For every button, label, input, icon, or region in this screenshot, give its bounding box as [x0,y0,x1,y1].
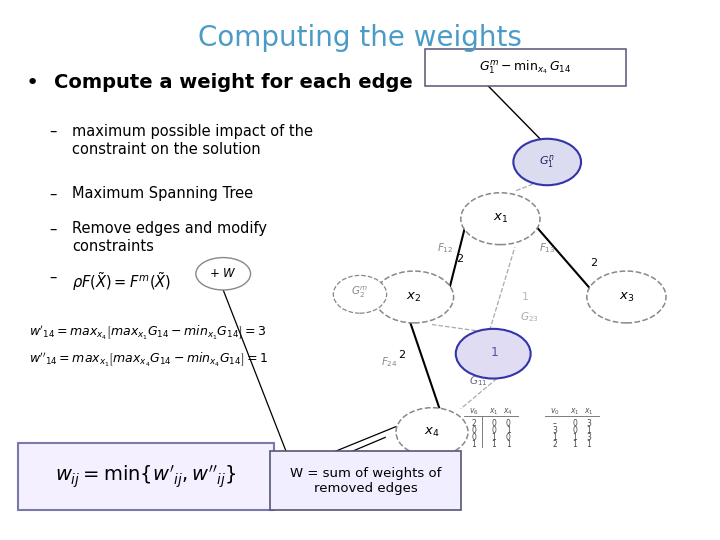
Text: $\rho F(\tilde{X}) = F^{m}(\tilde{X})$: $\rho F(\tilde{X}) = F^{m}(\tilde{X})$ [72,270,171,293]
Text: $F_{13}$: $F_{13}$ [539,241,556,255]
Text: Compute a weight for each edge: Compute a weight for each edge [54,73,413,92]
Text: Remove edges and modify
constraints: Remove edges and modify constraints [72,221,267,254]
Text: 1: 1 [472,440,476,449]
Text: $w''_{14} = max_{x_1}\left[max_{x_4}G_{14} - min_{x_4}G_{14}\right] = 1$: $w''_{14} = max_{x_1}\left[max_{x_4}G_{1… [29,351,268,369]
Text: 3: 3 [587,419,591,428]
Ellipse shape [196,258,251,290]
Text: 1: 1 [552,433,557,442]
Text: $x_1$: $x_1$ [492,212,508,225]
Text: $F_{24}$: $F_{24}$ [381,355,398,369]
Text: $w_{ij} = \min\{w'_{ij}, w''_{ij}\}$: $w_{ij} = \min\{w'_{ij}, w''_{ij}\}$ [55,463,237,490]
Text: $1$: $1$ [490,346,499,359]
Text: $F_{12}$: $F_{12}$ [437,241,453,255]
FancyBboxPatch shape [18,443,274,510]
Text: $G_1^n$: $G_1^n$ [539,153,555,171]
Text: maximum possible impact of the
constraint on the solution: maximum possible impact of the constrain… [72,124,313,157]
Text: –: – [49,270,56,285]
Text: $G_{11}$: $G_{11}$ [469,374,488,388]
Text: 0: 0 [506,433,510,442]
Text: 0: 0 [572,426,577,435]
Text: $G_{23}$: $G_{23}$ [520,310,539,324]
Text: –: – [552,419,557,428]
Text: 0: 0 [572,419,577,428]
Text: 2: 2 [456,254,463,264]
Text: 3: 3 [587,433,591,442]
Text: 0: 0 [492,426,496,435]
Text: 2: 2 [590,258,598,268]
FancyBboxPatch shape [270,451,461,510]
Text: –: – [49,186,56,201]
Text: 0: 0 [506,419,510,428]
Ellipse shape [374,271,454,323]
Ellipse shape [333,275,387,313]
Text: 1: 1 [587,440,591,449]
Text: $x_2$: $x_2$ [407,291,421,303]
Text: $x_3$: $x_3$ [618,291,634,303]
Text: 1: 1 [492,433,496,442]
Ellipse shape [513,139,581,185]
Text: $w'_{14} = max_{x_4}\left[max_{x_1}G_{14} - min_{x_1}G_{14}\right] = 3$: $w'_{14} = max_{x_4}\left[max_{x_1}G_{14… [29,324,266,342]
Text: $x_4$: $x_4$ [503,406,513,417]
Text: $G_2^m$: $G_2^m$ [351,285,369,300]
Ellipse shape [456,329,531,379]
Text: $x_1$: $x_1$ [570,406,580,417]
Text: W = sum of weights of
removed edges: W = sum of weights of removed edges [289,467,441,495]
Text: Maximum Spanning Tree: Maximum Spanning Tree [72,186,253,201]
Text: $v_0$: $v_0$ [549,406,559,417]
Text: $v_6$: $v_6$ [469,406,479,417]
Text: $G_1^m - \mathrm{min}_{x_4}\, G_{14}$: $G_1^m - \mathrm{min}_{x_4}\, G_{14}$ [480,59,572,76]
Text: $x_1$: $x_1$ [489,406,499,417]
Text: $x_1$: $x_1$ [584,406,594,417]
Text: 1: 1 [492,440,496,449]
Text: •: • [25,73,38,93]
Text: 1: 1 [506,426,510,435]
Ellipse shape [396,408,468,456]
Text: 1: 1 [587,426,591,435]
Text: 3: 3 [552,426,557,435]
Text: 0: 0 [472,426,476,435]
Text: 1: 1 [522,292,529,302]
Text: $x_4$: $x_4$ [424,426,440,438]
Text: Computing the weights: Computing the weights [198,24,522,52]
Ellipse shape [461,193,540,245]
Text: 2: 2 [472,419,476,428]
Text: –: – [49,221,56,237]
FancyBboxPatch shape [425,49,626,86]
Text: 2: 2 [398,350,405,360]
Text: $+\ W$: $+\ W$ [210,267,237,280]
Text: 1: 1 [572,433,577,442]
Text: –: – [49,124,56,139]
Text: 1: 1 [572,440,577,449]
Text: 2: 2 [552,440,557,449]
Ellipse shape [587,271,666,323]
Text: 0: 0 [492,419,496,428]
Text: 0: 0 [472,433,476,442]
Text: 1: 1 [506,440,510,449]
